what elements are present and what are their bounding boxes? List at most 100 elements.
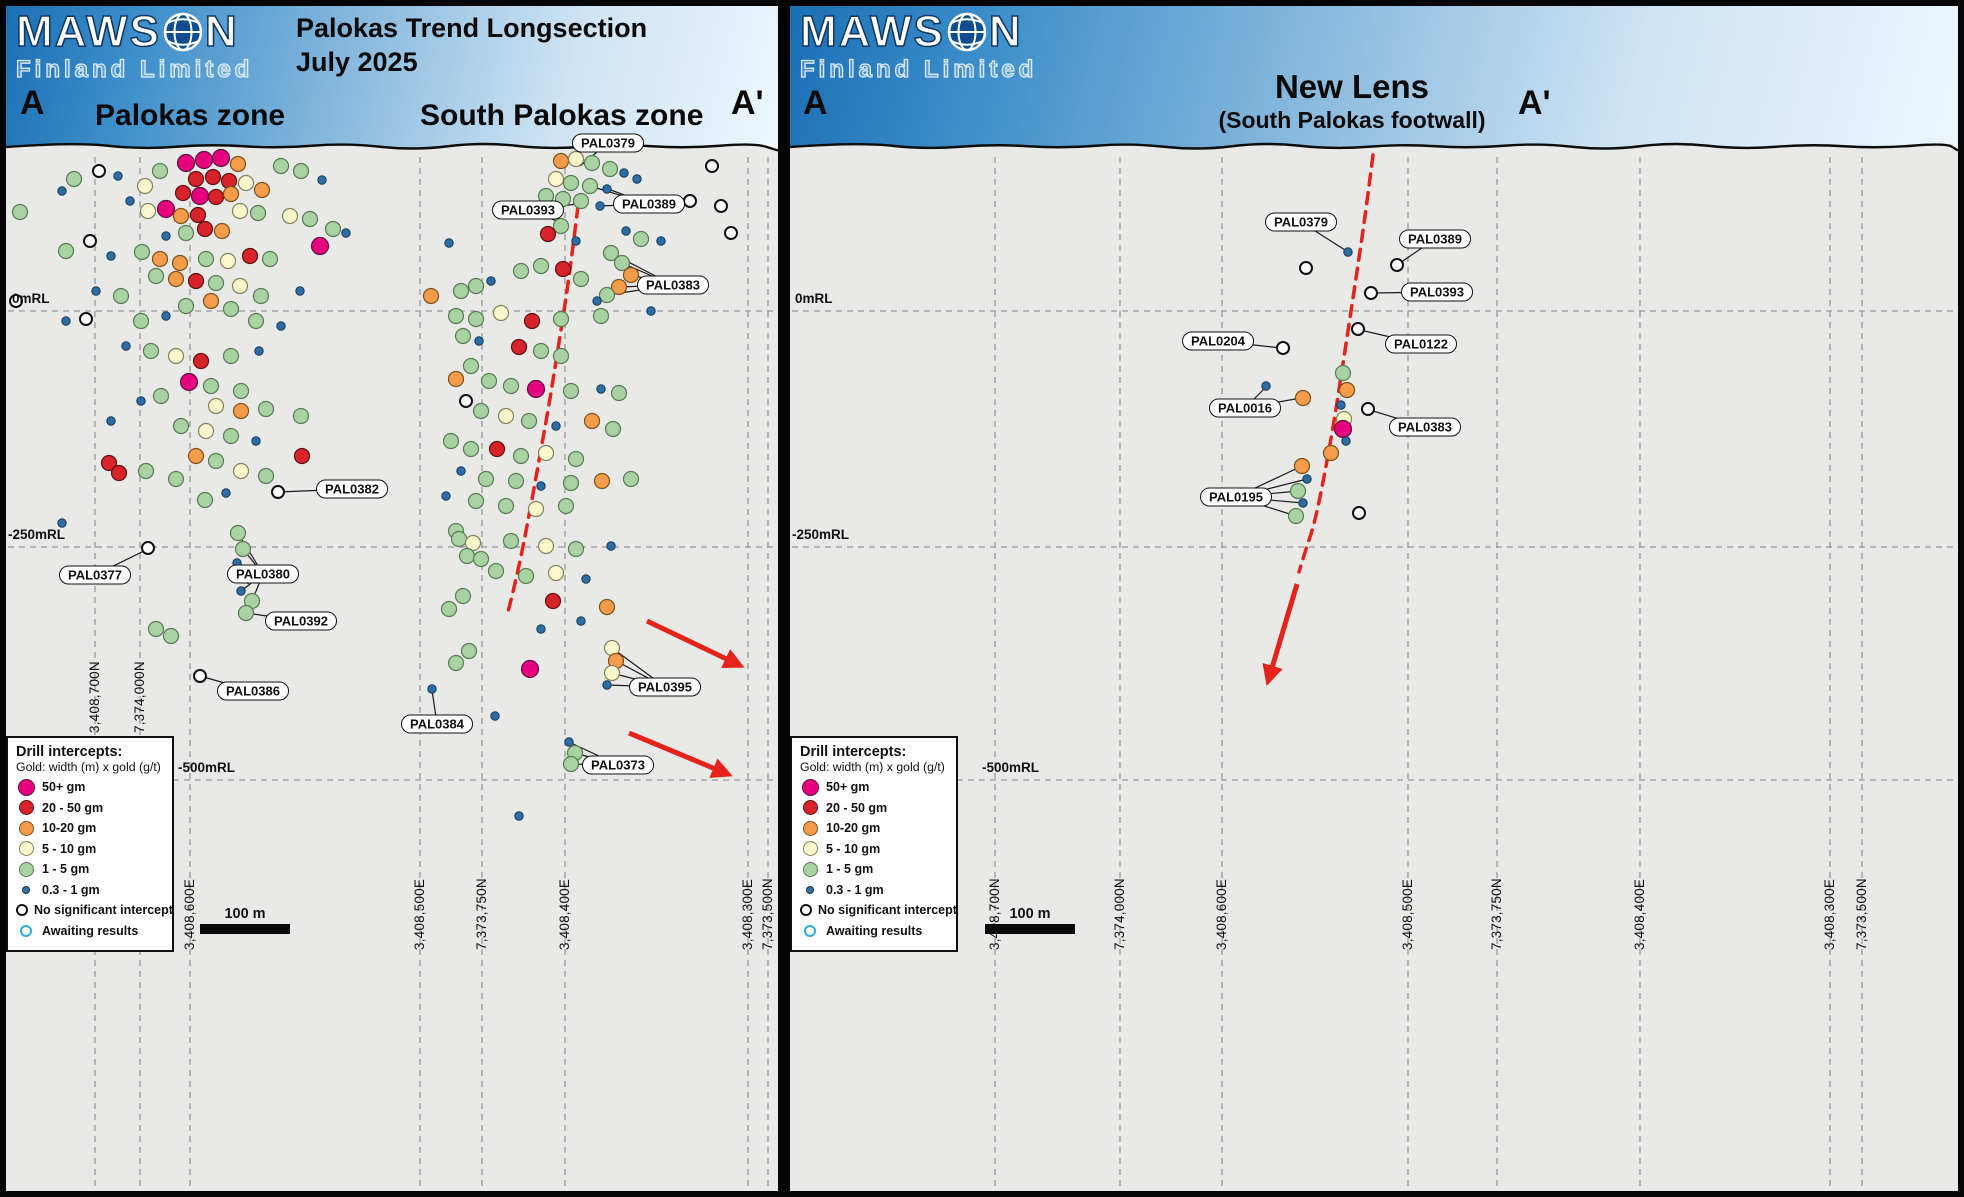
intercept-dot	[610, 278, 628, 296]
intercept-dot	[447, 307, 465, 325]
intercept-dot	[507, 472, 525, 490]
intercept-dot	[1336, 400, 1346, 410]
intercept-dot	[422, 287, 440, 305]
intercept-dot	[202, 292, 220, 310]
intercept-dot	[512, 262, 530, 280]
intercept-dot	[536, 481, 546, 491]
intercept-dot	[57, 242, 75, 260]
intercept-dot	[581, 177, 599, 195]
panel-new-lens-plot-area	[790, 6, 1958, 1191]
intercept-dot	[497, 497, 515, 515]
intercept-dot	[442, 432, 460, 450]
intercept-dot	[1276, 341, 1290, 355]
intercept-dot	[231, 202, 249, 220]
intercept-dot	[194, 150, 214, 170]
intercept-dot	[526, 379, 546, 399]
intercept-dot	[1341, 436, 1351, 446]
intercept-dot	[510, 338, 528, 356]
intercept-dot	[619, 168, 629, 178]
intercept-dot	[514, 811, 524, 821]
intercept-dot	[610, 384, 628, 402]
intercept-dot	[254, 346, 264, 356]
intercept-dot	[171, 254, 189, 272]
surface-line	[789, 142, 1959, 152]
intercept-dot	[161, 311, 171, 321]
intercept-dot	[593, 472, 611, 490]
intercept-dot	[151, 162, 169, 180]
intercept-dot	[520, 412, 538, 430]
intercept-dot	[441, 491, 451, 501]
intercept-dot	[552, 347, 570, 365]
label-connector-line	[245, 612, 302, 622]
intercept-dot	[477, 470, 495, 488]
intercept-dot	[488, 440, 506, 458]
intercept-dot	[293, 447, 311, 465]
intercept-dot	[523, 312, 541, 330]
intercept-dot	[705, 159, 719, 173]
intercept-dot	[472, 402, 490, 420]
intercept-dot	[167, 270, 185, 288]
intercept-dot	[222, 347, 240, 365]
intercept-dot	[65, 170, 83, 188]
intercept-dot	[427, 684, 437, 694]
intercept-dot	[190, 186, 210, 206]
plunge-arrow	[628, 730, 733, 778]
intercept-dot	[444, 238, 454, 248]
intercept-dot	[211, 148, 231, 168]
intercept-dot	[83, 234, 97, 248]
intercept-dot	[486, 276, 496, 286]
intercept-dot	[462, 357, 480, 375]
intercept-dot	[132, 312, 150, 330]
intercept-dot	[454, 327, 472, 345]
intercept-dot	[1352, 506, 1366, 520]
intercept-dot	[167, 347, 185, 365]
intercept-dot	[204, 168, 222, 186]
intercept-dot	[1390, 258, 1404, 272]
intercept-dot	[572, 192, 590, 210]
intercept-dot	[490, 711, 500, 721]
intercept-dot	[467, 277, 485, 295]
intercept-dot	[602, 244, 620, 262]
label-connector-line	[199, 675, 254, 692]
intercept-dot	[292, 162, 310, 180]
intercept-dot	[207, 397, 225, 415]
intercept-dot	[193, 669, 207, 683]
intercept-dot	[229, 524, 247, 542]
intercept-dot	[520, 659, 540, 679]
intercept-dot	[1343, 247, 1353, 257]
intercept-dot	[467, 492, 485, 510]
intercept-dot	[110, 464, 128, 482]
intercept-dot	[187, 447, 205, 465]
intercept-dot	[207, 452, 225, 470]
intercept-dot	[317, 175, 327, 185]
intercept-dot	[301, 210, 319, 228]
intercept-dot	[241, 247, 259, 265]
intercept-dot	[583, 412, 601, 430]
intercept-dot	[459, 394, 473, 408]
intercept-dot	[295, 286, 305, 296]
intercept-dot	[1351, 322, 1365, 336]
intercept-dot	[613, 254, 631, 272]
label-connector-line	[94, 548, 149, 576]
intercept-dot	[537, 537, 555, 555]
intercept-dot	[202, 377, 220, 395]
intercept-dot	[464, 534, 482, 552]
intercept-dot	[292, 407, 310, 425]
intercept-dot	[172, 417, 190, 435]
intercept-dot	[272, 157, 290, 175]
intercept-dot	[237, 604, 255, 622]
intercept-dot	[562, 474, 580, 492]
intercept-dot	[61, 316, 71, 326]
intercept-dot	[100, 454, 118, 472]
intercept-dot	[724, 226, 738, 240]
intercept-dot	[151, 250, 169, 268]
intercept-dot	[572, 270, 590, 288]
intercept-dot	[581, 574, 591, 584]
intercept-dot	[174, 184, 192, 202]
intercept-dot	[232, 382, 250, 400]
label-connector-line	[1217, 340, 1282, 349]
intercept-dot	[567, 450, 585, 468]
intercept-dot	[234, 540, 252, 558]
